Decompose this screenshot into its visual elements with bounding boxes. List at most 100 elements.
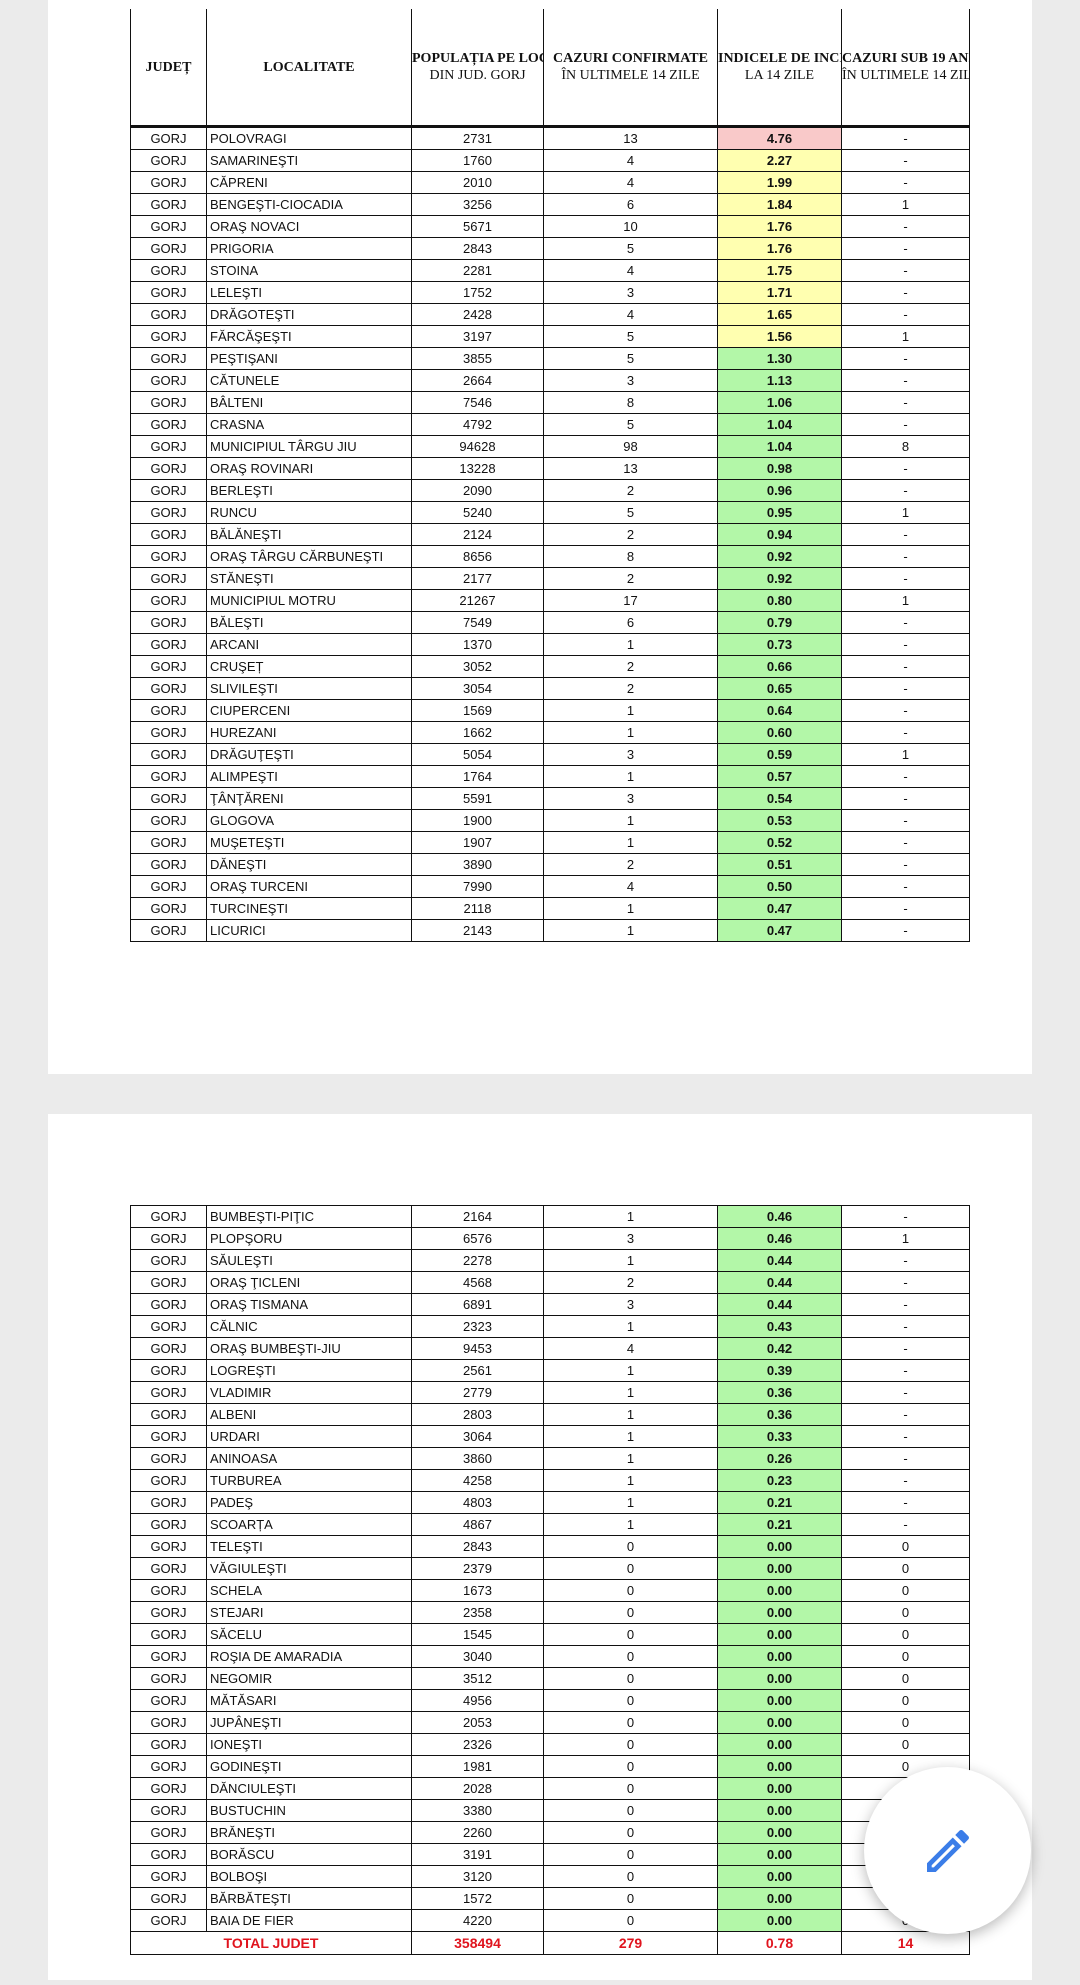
cell-incidence-index: 0.95 <box>717 501 842 524</box>
cell-incidence-index: 1.84 <box>717 193 842 216</box>
cell-incidence-index: 0.00 <box>717 1623 842 1646</box>
cell-under19-cases: - <box>841 413 970 436</box>
cell-under19-cases: 1 <box>841 501 970 524</box>
cell-locality: CĂPRENI <box>206 171 412 194</box>
cell-incidence-index: 1.75 <box>717 259 842 282</box>
cell-locality: BORĂSCU <box>206 1843 412 1866</box>
cell-population: 2379 <box>411 1557 544 1580</box>
cell-locality: CIUPERCENI <box>206 699 412 722</box>
table-row: GORJ CĂTUNELE 2664 3 1.13- <box>130 369 970 392</box>
cell-locality: VĂGIULEŞTI <box>206 1557 412 1580</box>
incidence-table-page-2: GORJ BUMBEŞTI-PIŢIC 2164 1 0.46- GORJ PLOPŞORU… <box>130 1205 970 1955</box>
cell-cases: 1 <box>543 765 718 788</box>
cell-locality: SCOARȚA <box>206 1513 412 1536</box>
cell-county: GORJ <box>130 125 207 150</box>
cell-county: GORJ <box>130 501 207 524</box>
cell-population: 7990 <box>411 875 544 898</box>
cell-under19-cases: - <box>841 523 970 546</box>
cell-county: GORJ <box>130 391 207 414</box>
table-row: GORJ MUŞETEŞTI 1907 1 0.52- <box>130 831 970 854</box>
cell-locality: HUREZANI <box>206 721 412 744</box>
cell-population: 2010 <box>411 171 544 194</box>
total-population: 358494 <box>411 1931 544 1955</box>
cell-county: GORJ <box>130 281 207 304</box>
cell-incidence-index: 0.23 <box>717 1469 842 1492</box>
table-row: GORJ BENGEŞTI-CIOCADIA 3256 6 1.84 1 <box>130 193 970 216</box>
cell-cases: 2 <box>543 853 718 876</box>
cell-population: 3860 <box>411 1447 544 1470</box>
cell-locality: FĂRCĂŞEŞTI <box>206 325 412 348</box>
cell-under19-cases: - <box>841 1359 970 1382</box>
cell-cases: 2 <box>543 677 718 700</box>
table-row: GORJ BÂLTENI 7546 8 1.06- <box>130 391 970 414</box>
cell-county: GORJ <box>130 1535 207 1558</box>
cell-locality: ORAŞ BUMBEŞTI-JIU <box>206 1337 412 1360</box>
cell-county: GORJ <box>130 1557 207 1580</box>
table-row: GORJ POLOVRAGI 2731 13 4.76- <box>130 125 970 150</box>
cell-cases: 1 <box>543 721 718 744</box>
cell-incidence-index: 0.50 <box>717 875 842 898</box>
cell-population: 3054 <box>411 677 544 700</box>
cell-population: 1673 <box>411 1579 544 1602</box>
cell-cases: 2 <box>543 655 718 678</box>
cell-incidence-index: 0.00 <box>717 1667 842 1690</box>
cell-population: 3380 <box>411 1799 544 1822</box>
cell-cases: 1 <box>543 1513 718 1536</box>
cell-cases: 4 <box>543 875 718 898</box>
cell-population: 3052 <box>411 655 544 678</box>
cell-under19-cases: 0 <box>841 1623 970 1646</box>
cell-under19-cases: - <box>841 125 970 150</box>
cell-under19-cases: - <box>841 1403 970 1426</box>
cell-locality: URDARI <box>206 1425 412 1448</box>
cell-cases: 5 <box>543 347 718 370</box>
cell-county: GORJ <box>130 919 207 942</box>
cell-county: GORJ <box>130 1293 207 1316</box>
cell-cases: 3 <box>543 369 718 392</box>
total-label: TOTAL JUDET <box>130 1931 412 1955</box>
table-row: GORJ NEGOMIR 3512 0 0.00 0 <box>130 1667 970 1690</box>
cell-under19-cases: 1 <box>841 743 970 766</box>
cell-county: GORJ <box>130 1755 207 1778</box>
cell-county: GORJ <box>130 325 207 348</box>
cell-population: 2281 <box>411 259 544 282</box>
cell-cases: 0 <box>543 1755 718 1778</box>
table-row: GORJ SAMARINEŞTI 1760 4 2.27- <box>130 149 970 172</box>
cell-population: 2326 <box>411 1733 544 1756</box>
cell-population: 2278 <box>411 1249 544 1272</box>
table-row: GORJ CRUŞEȚ 3052 2 0.66- <box>130 655 970 678</box>
cell-county: GORJ <box>130 523 207 546</box>
cell-county: GORJ <box>130 1491 207 1514</box>
cell-incidence-index: 0.00 <box>717 1689 842 1712</box>
cell-population: 4220 <box>411 1909 544 1932</box>
table-row: GORJ SLIVILEŞTI 3054 2 0.65- <box>130 677 970 700</box>
edit-fab-button[interactable] <box>864 1767 1031 1934</box>
cell-under19-cases: - <box>841 237 970 260</box>
cell-locality: DRĂGUŢEŞTI <box>206 743 412 766</box>
cell-incidence-index: 1.99 <box>717 171 842 194</box>
table-row: GORJ CIUPERCENI 1569 1 0.64- <box>130 699 970 722</box>
cell-county: GORJ <box>130 1821 207 1844</box>
cell-population: 2177 <box>411 567 544 590</box>
cell-locality: NEGOMIR <box>206 1667 412 1690</box>
table-row: GORJ BĂLEŞTI 7549 6 0.79- <box>130 611 970 634</box>
cell-county: GORJ <box>130 633 207 656</box>
cell-under19-cases: - <box>841 699 970 722</box>
cell-locality: IONEŞTI <box>206 1733 412 1756</box>
cell-county: GORJ <box>130 743 207 766</box>
cell-population: 4568 <box>411 1271 544 1294</box>
cell-locality: PADEŞ <box>206 1491 412 1514</box>
cell-locality: ARCANI <box>206 633 412 656</box>
cell-population: 2358 <box>411 1601 544 1624</box>
cell-county: GORJ <box>130 721 207 744</box>
table-row: GORJ CĂPRENI 2010 4 1.99- <box>130 171 970 194</box>
cell-population: 4867 <box>411 1513 544 1536</box>
cell-county: GORJ <box>130 1227 207 1250</box>
table-row: GORJ DRĂGUŢEŞTI 5054 3 0.59 1 <box>130 743 970 766</box>
cell-under19-cases: 0 <box>841 1711 970 1734</box>
cell-population: 4956 <box>411 1689 544 1712</box>
table-row: GORJ SCOARȚA 4867 1 0.21- <box>130 1513 970 1536</box>
cell-population: 3040 <box>411 1645 544 1668</box>
cell-under19-cases: - <box>841 391 970 414</box>
cell-incidence-index: 0.42 <box>717 1337 842 1360</box>
